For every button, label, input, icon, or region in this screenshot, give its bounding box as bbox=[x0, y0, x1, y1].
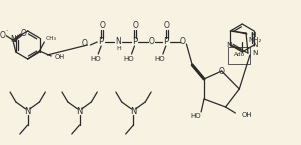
Text: N: N bbox=[252, 42, 258, 48]
Text: -: - bbox=[26, 29, 29, 33]
Text: O: O bbox=[148, 38, 154, 47]
Text: HO: HO bbox=[191, 113, 201, 119]
Text: N: N bbox=[10, 36, 16, 45]
Text: H: H bbox=[116, 46, 121, 50]
Text: P: P bbox=[132, 38, 137, 47]
Text: N: N bbox=[250, 32, 256, 38]
Text: Ado: Ado bbox=[234, 52, 245, 58]
Text: +: + bbox=[14, 35, 19, 39]
Text: -: - bbox=[6, 29, 8, 33]
Text: O: O bbox=[132, 21, 138, 30]
Text: O: O bbox=[21, 29, 26, 39]
Text: O: O bbox=[0, 30, 5, 39]
Text: OH: OH bbox=[55, 54, 65, 60]
Text: N: N bbox=[24, 107, 31, 116]
Text: N: N bbox=[76, 107, 83, 116]
Text: NH₂: NH₂ bbox=[248, 37, 262, 43]
Text: P: P bbox=[163, 38, 168, 47]
Text: P: P bbox=[99, 38, 104, 47]
Text: O: O bbox=[99, 21, 105, 30]
Text: N: N bbox=[252, 50, 257, 56]
Text: N: N bbox=[130, 107, 137, 116]
Text: HO: HO bbox=[90, 56, 101, 62]
Text: HO: HO bbox=[123, 56, 134, 62]
Text: O: O bbox=[219, 67, 225, 76]
Text: CH₃: CH₃ bbox=[45, 36, 56, 40]
Text: N: N bbox=[115, 38, 121, 47]
Text: O: O bbox=[164, 21, 170, 30]
Text: OH: OH bbox=[241, 112, 252, 118]
Text: O: O bbox=[82, 39, 88, 48]
Text: N: N bbox=[227, 42, 232, 48]
Text: O: O bbox=[179, 38, 185, 47]
Text: HO: HO bbox=[155, 56, 165, 62]
